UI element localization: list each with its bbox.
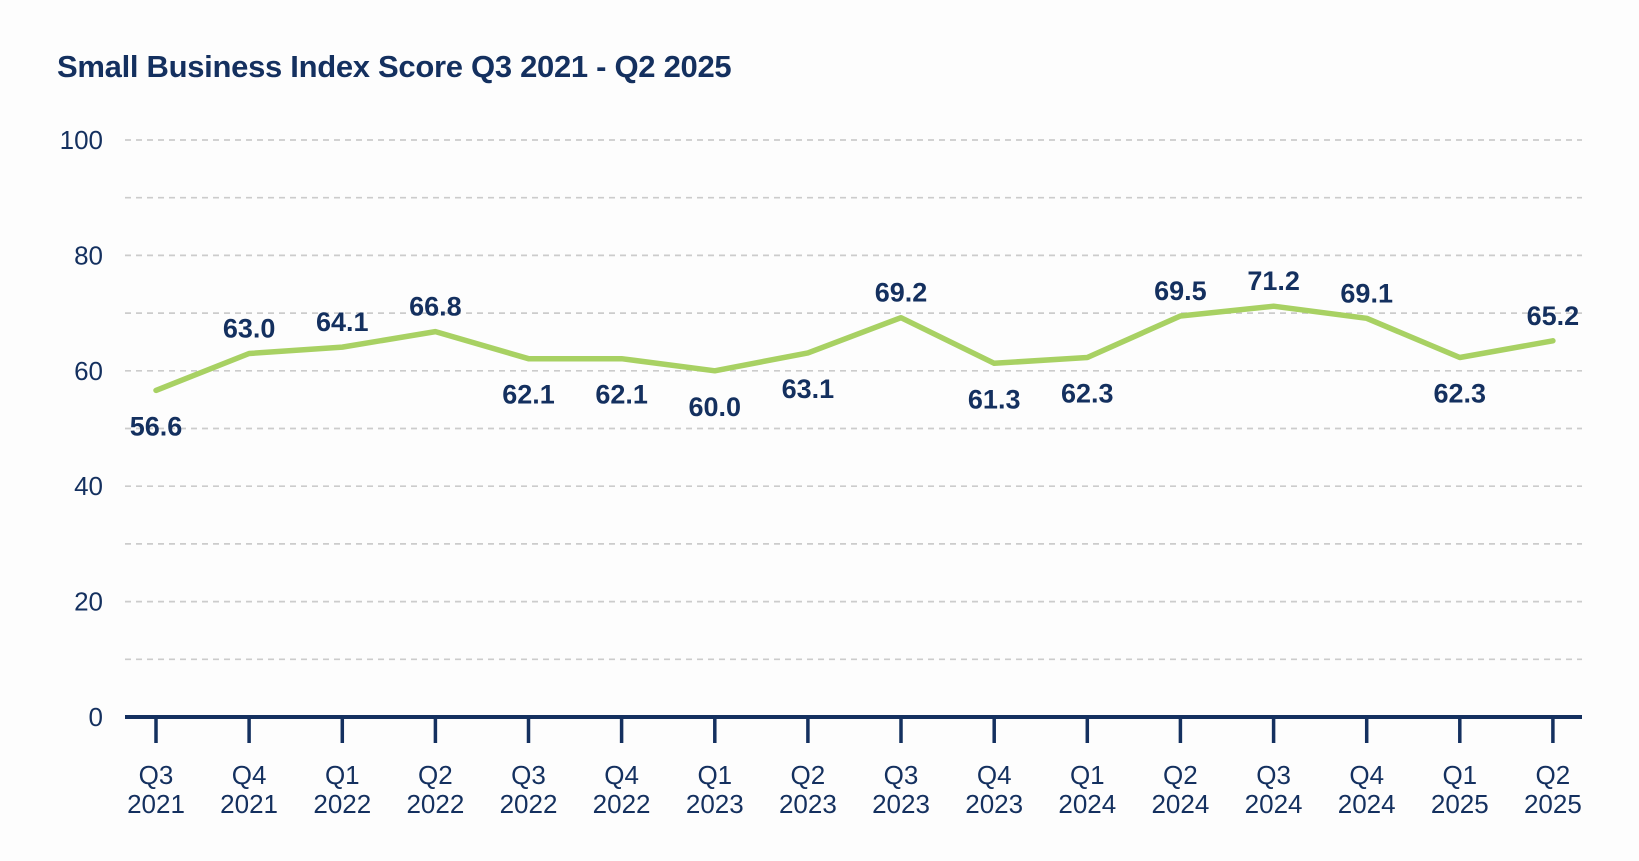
- data-label: 62.3: [1061, 379, 1114, 409]
- data-line: [153, 303, 1556, 394]
- y-axis-label: 0: [89, 702, 103, 732]
- x-axis-label: Q3 2024: [1245, 760, 1303, 819]
- y-axis-label: 100: [60, 125, 103, 155]
- data-label: 69.5: [1154, 276, 1207, 306]
- x-axis-label: Q1 2025: [1431, 760, 1489, 819]
- x-axis-label: Q4 2021: [220, 760, 278, 819]
- chart-title: Small Business Index Score Q3 2021 - Q2 …: [57, 49, 732, 84]
- x-axis-label: Q3 2021: [127, 760, 185, 819]
- data-label: 69.1: [1340, 278, 1393, 308]
- y-axis-label: 40: [74, 471, 103, 501]
- x-axis-label: Q1 2024: [1058, 760, 1116, 819]
- data-label: 63.1: [782, 374, 835, 404]
- x-axis-label: Q4 2023: [965, 760, 1023, 819]
- x-axis-label: Q1 2022: [313, 760, 371, 819]
- y-axis-label: 20: [74, 587, 103, 617]
- data-label: 66.8: [409, 292, 462, 322]
- data-label: 69.2: [875, 278, 928, 308]
- x-axis-label: Q3 2022: [500, 760, 558, 819]
- x-axis-label: Q4 2024: [1338, 760, 1396, 819]
- data-label: 63.0: [223, 314, 276, 344]
- data-label: 61.3: [968, 384, 1021, 414]
- data-label: 62.3: [1434, 379, 1487, 409]
- y-axis-label: 60: [74, 356, 103, 386]
- data-label: 62.1: [595, 380, 648, 410]
- data-label: 65.2: [1527, 301, 1580, 331]
- x-axis-label: Q3 2023: [872, 760, 930, 819]
- x-axis-label: Q2 2025: [1524, 760, 1582, 819]
- x-axis-label: Q2 2022: [406, 760, 464, 819]
- data-label: 62.1: [502, 380, 555, 410]
- data-label: 71.2: [1247, 266, 1300, 296]
- y-axis-label: 80: [74, 240, 103, 270]
- data-label: 64.1: [316, 307, 369, 337]
- x-axis-label: Q1 2023: [686, 760, 744, 819]
- x-axis-label: Q2 2024: [1151, 760, 1209, 819]
- x-axis-label: Q2 2023: [779, 760, 837, 819]
- data-label: 60.0: [689, 392, 742, 422]
- x-axis-label: Q4 2022: [593, 760, 651, 819]
- data-label: 56.6: [130, 411, 183, 441]
